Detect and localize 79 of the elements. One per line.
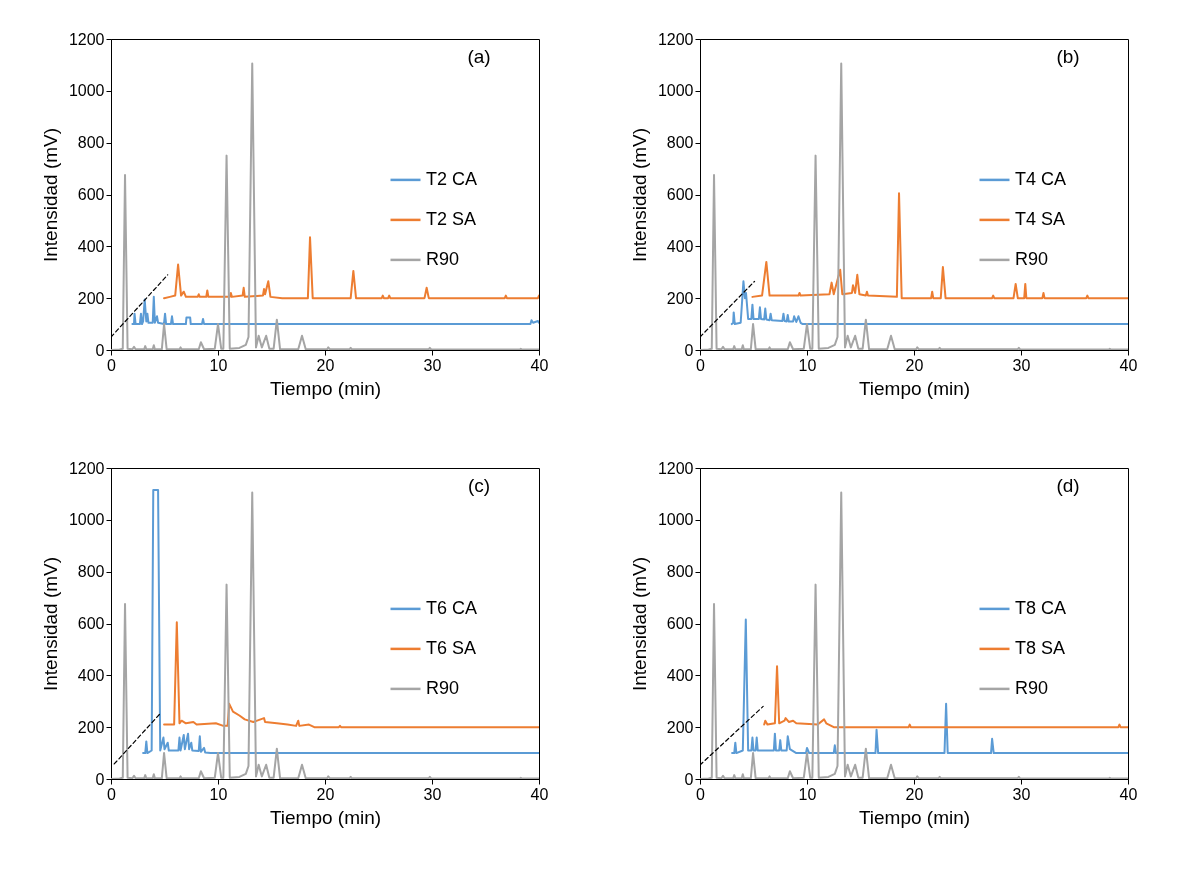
x-tick-label: 0	[696, 356, 706, 374]
y-tick-label: 600	[77, 615, 105, 632]
line-series	[131, 295, 539, 326]
x-tick-label: 30	[423, 356, 442, 374]
x-tick-label: 10	[209, 356, 228, 374]
y-tick-label: 400	[77, 666, 105, 684]
x-tick-label: 40	[1119, 356, 1138, 374]
y-axis-title: Intensidad (mV)	[628, 556, 650, 692]
y-tick-label: 800	[666, 134, 694, 152]
x-tick-label: 40	[530, 785, 549, 803]
y-axis-title: Intensidad (mV)	[39, 127, 61, 263]
y-tick-label: 800	[666, 563, 694, 581]
line-series	[731, 618, 1128, 755]
x-tick-label: 30	[1012, 785, 1031, 803]
x-tick-label: 40	[1119, 785, 1138, 803]
annotation: (b)	[1056, 46, 1080, 67]
y-tick-label: 1000	[657, 82, 694, 100]
annotation: (d)	[1056, 475, 1080, 496]
y-tick-label: 0	[95, 341, 105, 359]
legend-label: T2 CA	[426, 168, 478, 189]
y-tick-label: 400	[77, 237, 105, 255]
legend-label: R90	[426, 248, 460, 269]
y-tick-label: 1200	[68, 30, 105, 48]
y-tick-label: 600	[666, 186, 694, 203]
y-axis-title: Intensidad (mV)	[39, 556, 61, 692]
y-tick-label: 1000	[657, 511, 694, 529]
x-axis-title: Tiempo (min)	[269, 377, 382, 399]
x-tick-label: 10	[798, 356, 817, 374]
x-axis-title: Tiempo (min)	[858, 806, 971, 828]
y-tick-label: 400	[666, 237, 694, 255]
legend-label: T4 CA	[1015, 168, 1067, 189]
y-tick-label: 200	[666, 289, 694, 307]
x-tick-label: 0	[107, 356, 117, 374]
x-tick-label: 30	[1012, 356, 1031, 374]
legend-label: R90	[1015, 248, 1049, 269]
x-tick-label: 30	[423, 785, 442, 803]
y-tick-label: 0	[684, 770, 694, 788]
legend-label: T8 SA	[1015, 637, 1066, 658]
x-tick-label: 40	[530, 356, 549, 374]
x-tick-label: 0	[107, 785, 117, 803]
y-tick-label: 600	[77, 186, 105, 203]
x-axis-title: Tiempo (min)	[858, 377, 971, 399]
legend-label: T6 SA	[426, 637, 477, 658]
y-axis-title: Intensidad (mV)	[628, 127, 650, 263]
legend-label: T4 SA	[1015, 208, 1066, 229]
y-tick-label: 1200	[68, 459, 105, 477]
y-tick-label: 800	[77, 563, 105, 581]
x-tick-label: 10	[209, 785, 228, 803]
y-tick-label: 1000	[68, 82, 105, 100]
annotation: (c)	[467, 475, 491, 496]
x-tick-label: 20	[905, 785, 924, 803]
y-tick-label: 200	[666, 718, 694, 736]
y-tick-label: 200	[77, 718, 105, 736]
line-series	[763, 665, 1128, 729]
y-tick-label: 600	[666, 615, 694, 632]
y-tick-label: 0	[684, 341, 694, 359]
line-series	[163, 236, 539, 300]
x-tick-label: 10	[798, 785, 817, 803]
annotation: (a)	[467, 46, 491, 67]
y-tick-label: 400	[666, 666, 694, 684]
line-series	[163, 621, 539, 729]
x-axis-title: Tiempo (min)	[269, 806, 382, 828]
legend-label: R90	[1015, 677, 1049, 698]
y-tick-label: 1200	[657, 459, 694, 477]
legend-label: T2 SA	[426, 208, 477, 229]
line-series	[730, 280, 1128, 326]
x-tick-label: 0	[696, 785, 706, 803]
y-tick-label: 0	[95, 770, 105, 788]
legend-label: T6 CA	[426, 597, 478, 618]
y-tick-label: 800	[77, 134, 105, 152]
legend-label: R90	[426, 677, 460, 698]
legend-label: T8 CA	[1015, 597, 1067, 618]
x-tick-label: 20	[316, 356, 335, 374]
y-tick-label: 200	[77, 289, 105, 307]
x-tick-label: 20	[316, 785, 335, 803]
y-tick-label: 1200	[657, 30, 694, 48]
line-series	[751, 192, 1128, 300]
x-tick-label: 20	[905, 356, 924, 374]
y-tick-label: 1000	[68, 511, 105, 529]
